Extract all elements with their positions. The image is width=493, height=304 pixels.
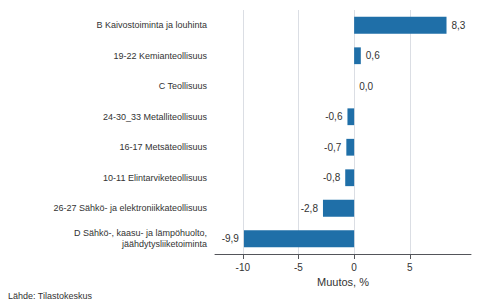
svg-text:Lähde: Tilastokeskus: Lähde: Tilastokeskus: [8, 291, 93, 301]
svg-text:-10: -10: [236, 262, 251, 273]
svg-text:0,0: 0,0: [359, 81, 373, 92]
svg-text:26-27 Sähkö- ja elektroniikkat: 26-27 Sähkö- ja elektroniikkateollisuus: [53, 203, 207, 213]
svg-text:D Sähkö-, kaasu- ja lämpöhuolt: D Sähkö-, kaasu- ja lämpöhuolto,: [74, 228, 207, 238]
svg-text:10-11 Elintarviketeollisuus: 10-11 Elintarviketeollisuus: [103, 173, 207, 183]
svg-text:B Kaivostoiminta ja louhinta: B Kaivostoiminta ja louhinta: [96, 20, 207, 30]
svg-text:19-22 Kemianteollisuus: 19-22 Kemianteollisuus: [113, 51, 207, 61]
svg-text:-0,8: -0,8: [323, 172, 341, 183]
svg-text:-9,9: -9,9: [222, 233, 240, 244]
svg-text:5: 5: [407, 262, 413, 273]
svg-text:0: 0: [351, 262, 357, 273]
svg-text:-0,7: -0,7: [324, 142, 342, 153]
svg-text:-0,6: -0,6: [325, 111, 343, 122]
svg-text:-2,8: -2,8: [301, 203, 319, 214]
svg-text:Muutos, %: Muutos, %: [317, 276, 369, 288]
svg-text:jäähdytysliiketoiminta: jäähdytysliiketoiminta: [121, 239, 207, 249]
svg-text:0,6: 0,6: [366, 50, 380, 61]
svg-text:8,3: 8,3: [452, 20, 466, 31]
svg-text:16-17 Metsäteollisuus: 16-17 Metsäteollisuus: [119, 142, 207, 152]
svg-text:-5: -5: [294, 262, 303, 273]
svg-text:C Teollisuus: C Teollisuus: [159, 81, 208, 91]
svg-text:24-30_33 Metalliteollisuus: 24-30_33 Metalliteollisuus: [103, 112, 208, 122]
